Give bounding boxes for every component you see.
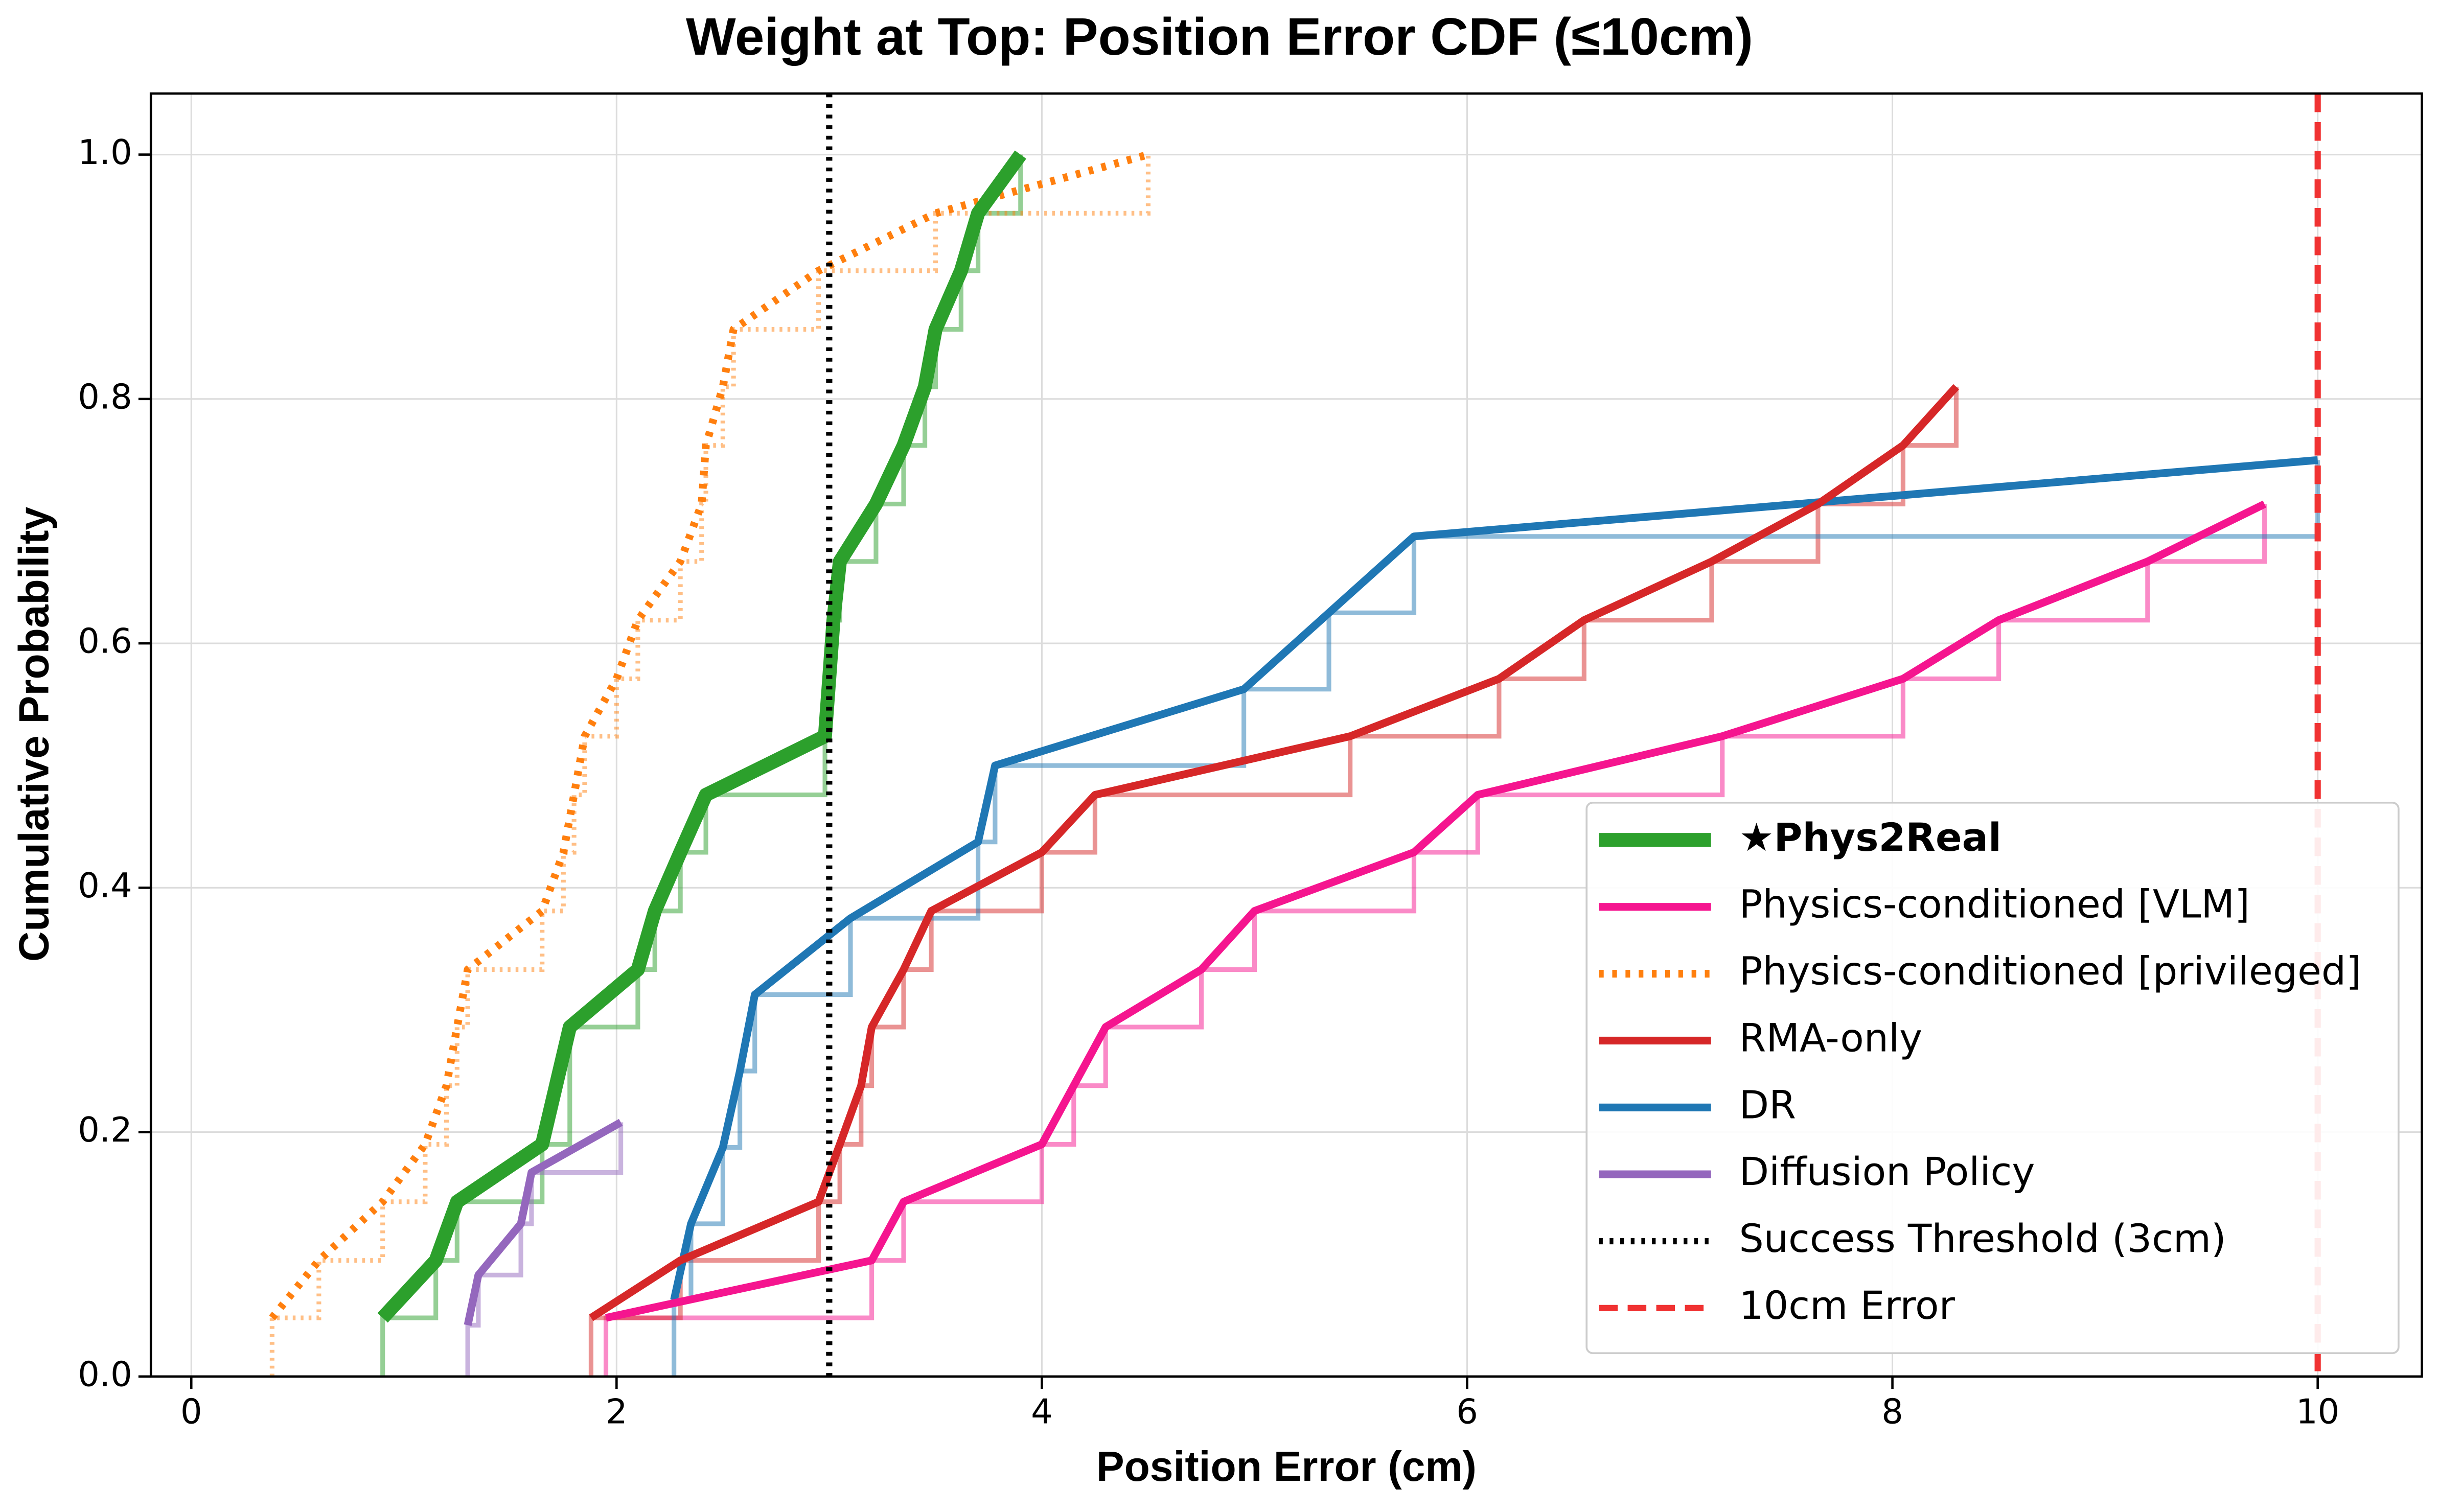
x-tick-label: 4 xyxy=(1031,1391,1053,1431)
y-tick-label: 0.8 xyxy=(78,377,132,416)
legend-label: DR xyxy=(1739,1082,1796,1127)
legend-label: 10cm Error xyxy=(1739,1283,1955,1328)
chart-title: Weight at Top: Position Error CDF (≤10cm… xyxy=(686,7,1753,66)
cdf-line xyxy=(605,500,2267,1322)
cdf-line xyxy=(464,1119,623,1326)
cdf-step xyxy=(588,386,1959,1377)
x-tick-label: 0 xyxy=(180,1391,202,1431)
cdf-step xyxy=(269,154,1151,1377)
legend-label: Physics-conditioned [VLM] xyxy=(1739,881,2249,927)
legend-box xyxy=(1585,801,2400,1354)
legend: ★Phys2Real Physics-conditioned [VLM] Physi… xyxy=(1585,801,2400,1354)
cdf-line xyxy=(589,384,1960,1321)
y-tick-label: 0.4 xyxy=(78,866,132,905)
legend-label: RMA-only xyxy=(1739,1015,1922,1060)
legend-label: ★Phys2Real xyxy=(1739,815,2001,860)
legend-label: Physics-conditioned [privileged] xyxy=(1739,948,2361,994)
x-tick-label: 6 xyxy=(1456,1391,1478,1431)
x-axis-label: Position Error (cm) xyxy=(1096,1444,1477,1490)
x-tick-label: 8 xyxy=(1881,1391,1903,1431)
legend-label: Success Threshold (3cm) xyxy=(1739,1216,2226,1261)
cdf-line xyxy=(670,456,2318,1301)
y-tick-label: 0.6 xyxy=(78,621,132,661)
axes: 0 2 4 6 8 10 0.0 0.2 0.4 0.6 0.8 1.0 xyxy=(78,132,2339,1431)
x-tick-label: 2 xyxy=(606,1391,628,1431)
axes-frame xyxy=(149,92,2423,1378)
y-tick-label: 0.0 xyxy=(78,1354,132,1394)
y-tick-label: 1.0 xyxy=(78,132,132,172)
cdf-line xyxy=(269,151,1149,1320)
y-axis-label: Cumulative Probability xyxy=(11,506,58,962)
legend-label: Diffusion Policy xyxy=(1739,1149,2035,1194)
plot-area xyxy=(269,94,2321,1377)
x-tick-label: 10 xyxy=(2296,1391,2339,1431)
y-tick-label: 0.2 xyxy=(78,1110,132,1150)
cdf-step xyxy=(603,504,2267,1377)
cdf-step xyxy=(672,460,2320,1377)
cdf-step xyxy=(465,1122,624,1377)
